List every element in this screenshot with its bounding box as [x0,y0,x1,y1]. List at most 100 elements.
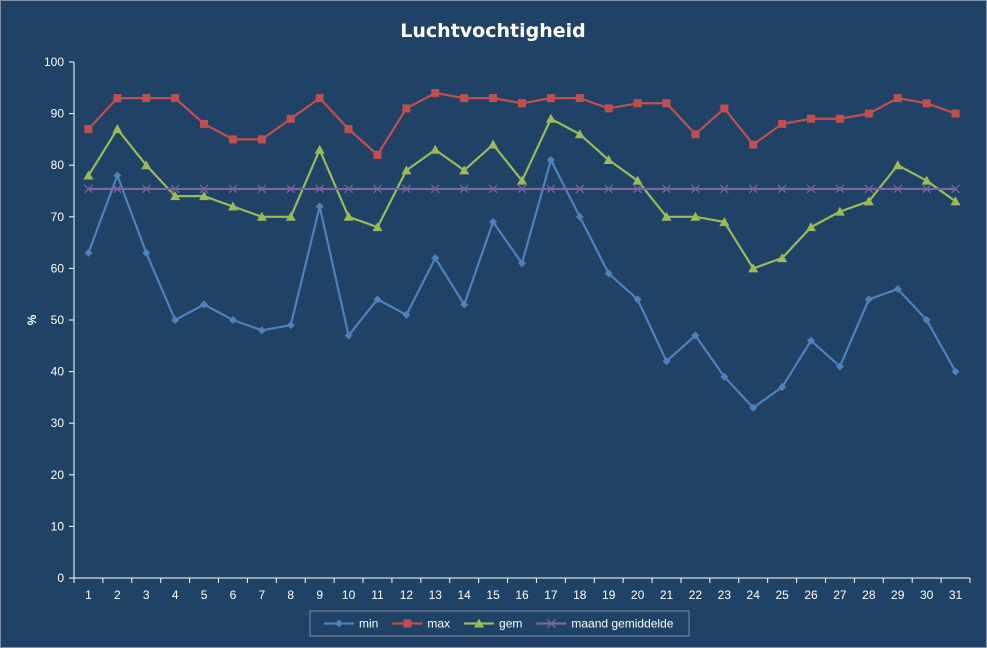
point-gem [459,165,470,175]
plot-series [83,88,961,412]
point-maand-gemiddelde [401,184,411,194]
point-max [604,104,613,113]
point-min [749,403,758,412]
series-maand-gemiddelde [83,184,961,194]
legend-swatch-marker [403,619,412,628]
y-axis-label: % [25,314,39,325]
point-min [893,285,902,294]
series-max [84,88,960,159]
point-max [228,135,237,144]
point-gem [719,216,730,226]
point-gem [343,211,354,221]
x-tick-label: 7 [259,588,266,602]
point-min [315,202,324,211]
point-max [807,114,816,123]
point-gem [690,211,701,221]
point-min [431,254,440,263]
point-min [344,331,353,340]
point-maand-gemiddelde [922,184,932,194]
point-min [662,357,671,366]
point-max [142,94,151,103]
point-gem [256,211,267,221]
legend-box [309,610,690,637]
point-min [575,212,584,221]
point-maand-gemiddelde [951,184,961,194]
legend-label: maand gemiddelde [571,617,673,631]
x-tick-label: 13 [429,588,443,602]
point-max [893,94,902,103]
legend: min max gem maand gemiddelde [309,610,690,637]
point-gem [950,196,961,206]
x-tick-label: 6 [230,588,237,602]
point-gem [199,191,210,201]
series-line-gem [87,117,957,270]
point-min [402,310,411,319]
point-gem [806,222,817,232]
point-min [778,383,787,392]
legend-item-min: min [324,617,378,631]
x-tick-label: 20 [631,588,645,602]
y-tick-label: 80 [51,158,65,172]
x-tick-label: 18 [573,588,587,602]
point-max [922,99,931,108]
point-max [402,104,411,113]
point-max [113,94,122,103]
point-gem [227,201,238,211]
point-gem [632,175,643,185]
point-gem [777,253,788,263]
point-maand-gemiddelde [141,184,151,194]
point-max [633,99,642,108]
x-tick-label: 27 [833,588,847,602]
x-tick-label: 1 [85,588,92,602]
point-gem [545,113,556,123]
x-tick-label: 25 [775,588,789,602]
series-min [84,156,960,412]
point-maand-gemiddelde [517,184,527,194]
legend-item-gem: gem [464,617,522,631]
point-gem [170,191,181,201]
legend-label: max [427,617,450,631]
point-maand-gemiddelde [170,184,180,194]
point-maand-gemiddelde [893,184,903,194]
x-tick-label: 3 [143,588,150,602]
legend-label: gem [499,617,522,631]
y-tick-label: 30 [51,416,65,430]
point-min [546,156,555,165]
point-max [518,99,526,108]
point-max [286,114,295,123]
y-tick-label: 0 [57,571,64,585]
point-min [84,248,93,257]
y-tick-label: 60 [51,261,65,275]
point-min [864,295,873,304]
chart-title: Luchtvochtigheid [400,20,585,42]
point-min [171,316,180,324]
y-tick-label: 70 [51,210,65,224]
point-maand-gemiddelde [430,184,440,194]
x-tick-label: 16 [515,588,529,602]
legend-item-maand-gemiddelde: maand gemiddelde [536,617,674,631]
point-maand-gemiddelde [373,184,382,194]
point-min [633,295,642,304]
point-gem [834,206,845,216]
x-tick-label: 30 [920,588,934,602]
point-max [460,94,469,103]
x-tick-label: 24 [747,588,761,602]
point-gem [285,211,296,221]
point-gem [863,196,874,206]
point-min [286,321,295,330]
point-min [200,300,209,309]
point-max [546,94,555,103]
x-tick-label: 28 [862,588,876,602]
x-tick-label: 14 [458,588,472,602]
x-tick-label: 9 [316,588,323,602]
series-gem [83,113,961,273]
point-min [807,336,816,345]
point-gem [83,170,94,180]
point-maand-gemiddelde [546,184,556,194]
point-max [720,104,729,113]
point-maand-gemiddelde [228,184,238,194]
point-maand-gemiddelde [286,184,296,194]
